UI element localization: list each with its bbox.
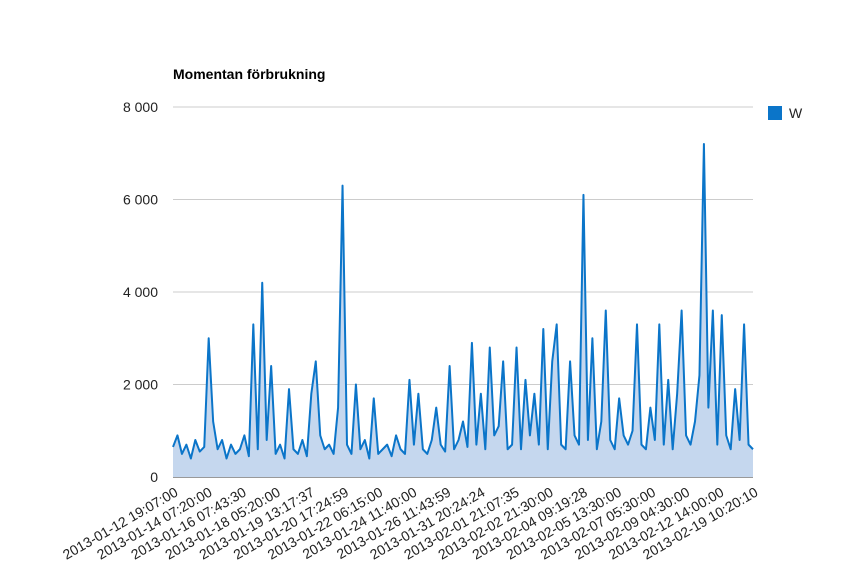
series-line[interactable] (172, 143, 754, 460)
y-tick-label: 6 000 (123, 192, 158, 208)
legend-swatch (768, 106, 782, 120)
y-tick-label: 4 000 (123, 284, 158, 300)
chart-title: Momentan förbrukning (173, 66, 326, 82)
legend[interactable]: W (768, 105, 802, 121)
y-tick-label: 2 000 (123, 377, 158, 393)
y-tick-label: 0 (150, 469, 158, 485)
legend-label: W (789, 105, 803, 121)
y-tick-label: 8 000 (123, 99, 158, 115)
series-area (172, 143, 754, 477)
y-axis: 0 2 000 4 000 6 000 8 000 (123, 99, 158, 485)
